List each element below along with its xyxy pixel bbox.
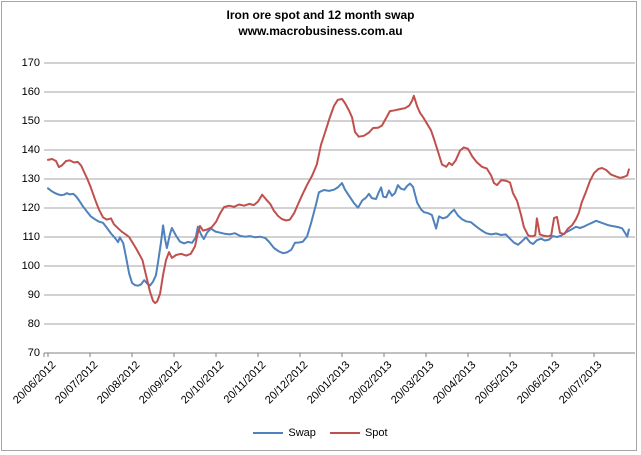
legend-label-spot: Spot xyxy=(364,427,388,439)
y-axis-tick-label: 160 xyxy=(21,85,40,98)
y-axis-tick-label: 70 xyxy=(27,346,40,359)
spot-line xyxy=(47,94,630,305)
y-axis-tick-label: 170 xyxy=(21,56,40,69)
y-axis-tick-label: 100 xyxy=(21,259,40,272)
y-axis-tick-label: 150 xyxy=(21,114,40,127)
chart-title-block: Iron ore spot and 12 month swap www.macr… xyxy=(0,7,641,39)
y-axis-tick-label: 120 xyxy=(21,201,40,214)
swap-line xyxy=(47,182,630,287)
y-axis-tick-label: 140 xyxy=(21,143,40,156)
legend-item-swap: Swap xyxy=(253,427,316,439)
legend-label-swap: Swap xyxy=(288,427,316,439)
y-axis-tick-label: 110 xyxy=(22,230,40,243)
y-axis-tick-label: 130 xyxy=(21,172,40,185)
y-axis-tick-label: 80 xyxy=(27,317,40,330)
legend: Swap Spot xyxy=(0,427,641,439)
swap-legend-line-icon xyxy=(253,432,284,434)
chart-subtitle: www.macrobusiness.com.au xyxy=(238,24,403,38)
spot-legend-line-icon xyxy=(329,432,360,434)
legend-item-spot: Spot xyxy=(329,427,388,439)
chart-title: Iron ore spot and 12 month swap xyxy=(226,8,415,22)
y-axis-tick-label: 90 xyxy=(27,288,40,301)
